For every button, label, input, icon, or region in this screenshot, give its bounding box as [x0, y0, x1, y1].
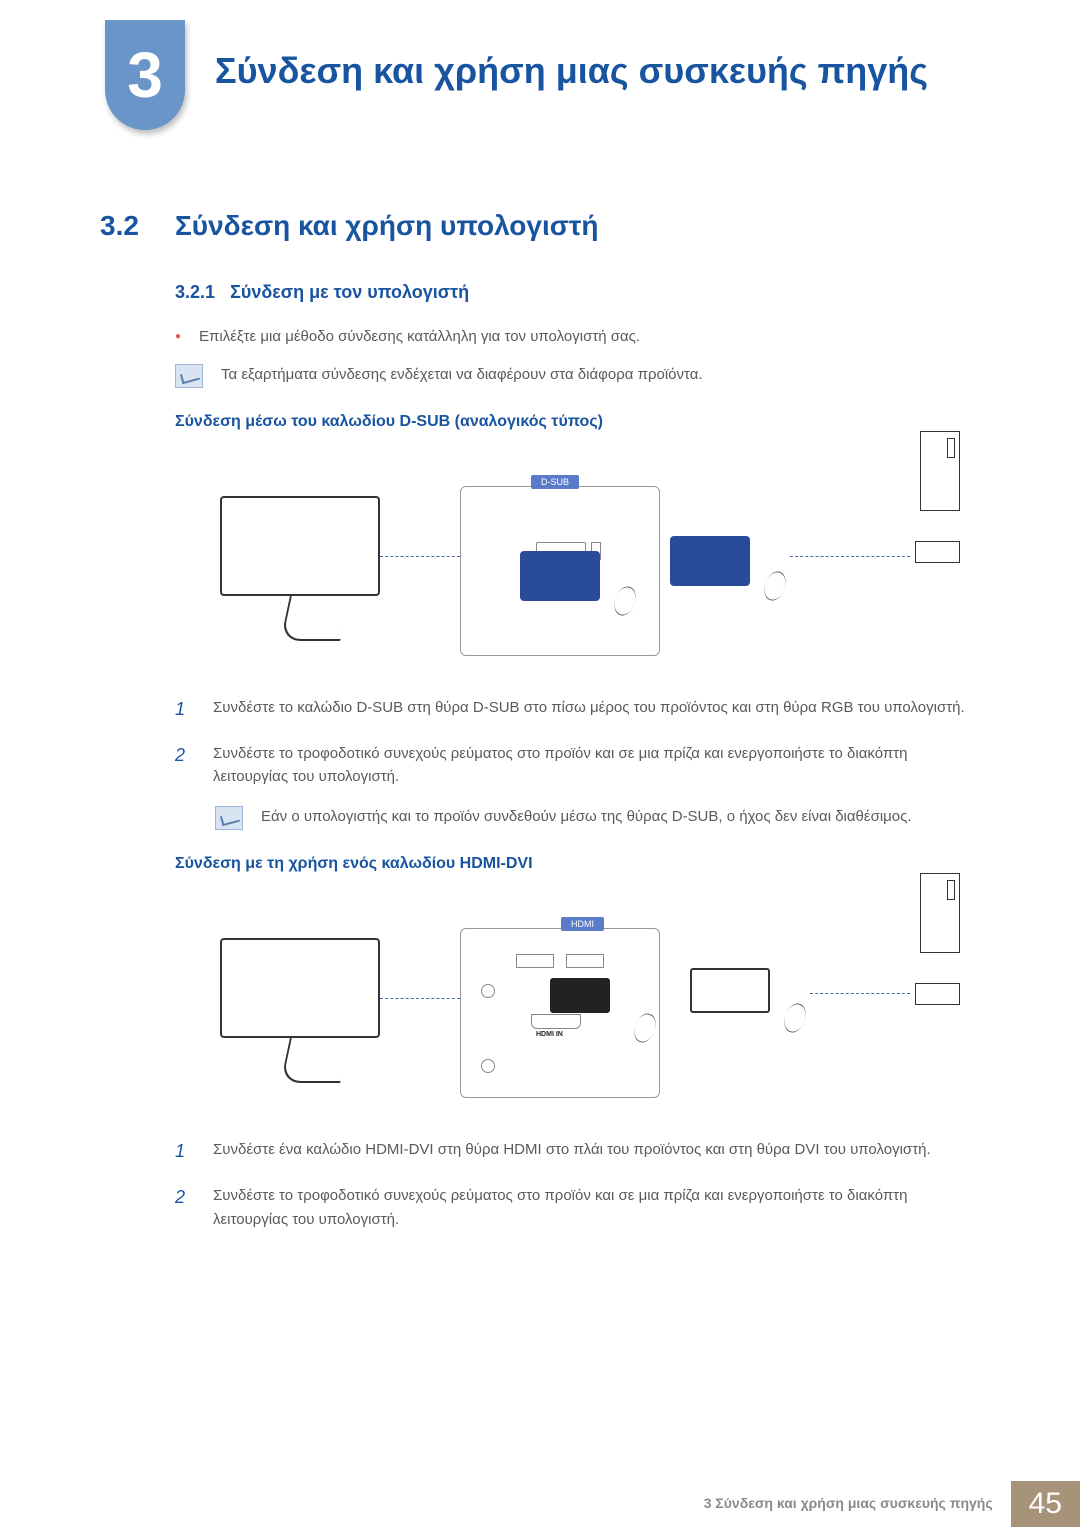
footer-chapter-text: 3 Σύνδεση και χρήση μιας συσκευής πηγής [704, 1481, 1011, 1527]
dashed-line [810, 993, 910, 994]
step-text: Συνδέστε ένα καλώδιο HDMI-DVI στη θύρα H… [213, 1138, 931, 1166]
hdmi-in-label: HDMI IN [536, 1031, 563, 1038]
chapter-title: Σύνδεση και χρήση μιας συσκευής πηγής [215, 20, 928, 92]
pc-port-illustration [915, 983, 960, 1005]
dashed-line [790, 556, 910, 557]
port-label: D-SUB [531, 475, 579, 489]
hdmi-connector [550, 978, 610, 1013]
step-item: 2 Συνδέστε το τροφοδοτικό συνεχούς ρεύμα… [175, 742, 980, 789]
hdmi-heading: Σύνδεση με τη χρήση ενός καλωδίου HDMI-D… [175, 855, 980, 873]
monitor-illustration [220, 938, 390, 1088]
chapter-number-badge: 3 [105, 20, 185, 130]
note-row: Τα εξαρτήματα σύνδεσης ενδέχεται να διαφ… [175, 364, 980, 388]
step-item: 1 Συνδέστε το καλώδιο D-SUB στη θύρα D-S… [175, 696, 980, 724]
dsub-diagram: D-SUB [220, 451, 960, 671]
step-item: 2 Συνδέστε το τροφοδοτικό συνεχούς ρεύμα… [175, 1184, 980, 1231]
pc-port-illustration [915, 541, 960, 563]
note-icon [215, 806, 243, 830]
step-number: 1 [175, 1138, 193, 1166]
step-number: 1 [175, 696, 193, 724]
note-text: Τα εξαρτήματα σύνδεσης ενδέχεται να διαφ… [221, 364, 703, 385]
content-area: 3.2 Σύνδεση και χρήση υπολογιστή 3.2.1 Σ… [0, 130, 1080, 1231]
subsection-heading: 3.2.1 Σύνδεση με τον υπολογιστή [175, 282, 980, 303]
port-box: HDMI HDMI IN [460, 928, 660, 1098]
pc-tower-illustration [920, 873, 960, 953]
monitor-illustration [220, 496, 390, 646]
page-footer: 3 Σύνδεση και χρήση μιας συσκευής πηγής … [704, 1481, 1080, 1527]
cable-wave [780, 1001, 809, 1036]
step-text: Συνδέστε το τροφοδοτικό συνεχούς ρεύματο… [213, 742, 980, 789]
dsub-connector-left [520, 551, 600, 601]
pc-tower-illustration [920, 431, 960, 511]
bullet-icon: ● [175, 328, 181, 346]
footer-page-number: 45 [1011, 1481, 1080, 1527]
bullet-item: ● Επιλέξτε μια μέθοδο σύνδεσης κατάλληλη… [175, 328, 980, 346]
dashed-line [380, 998, 460, 999]
step-text: Συνδέστε το τροφοδοτικό συνεχούς ρεύματο… [213, 1184, 980, 1231]
page: 3 Σύνδεση και χρήση μιας συσκευής πηγής … [0, 0, 1080, 1527]
note-icon [175, 364, 203, 388]
cable-wave [760, 568, 789, 603]
dvi-connector [690, 968, 770, 1013]
step-number: 2 [175, 1184, 193, 1231]
section-number: 3.2 [100, 210, 155, 242]
note-text: Εάν ο υπολογιστής και το προϊόν συνδεθού… [261, 806, 912, 827]
section-heading: 3.2 Σύνδεση και χρήση υπολογιστή [100, 210, 980, 242]
dsub-connector-right [670, 536, 750, 586]
dsub-heading: Σύνδεση μέσω του καλωδίου D-SUB (αναλογι… [175, 413, 980, 431]
step-number: 2 [175, 742, 193, 789]
dashed-line [380, 556, 460, 557]
bullet-text: Επιλέξτε μια μέθοδο σύνδεσης κατάλληλη γ… [199, 328, 640, 346]
section-title: Σύνδεση και χρήση υπολογιστή [175, 210, 599, 242]
port-label: HDMI [561, 917, 604, 931]
subsection-number: 3.2.1 [175, 282, 215, 302]
chapter-header: 3 Σύνδεση και χρήση μιας συσκευής πηγής [0, 0, 1080, 130]
step-text: Συνδέστε το καλώδιο D-SUB στη θύρα D-SUB… [213, 696, 965, 724]
hdmi-diagram: HDMI HDMI IN [220, 893, 960, 1113]
subsection-title: Σύνδεση με τον υπολογιστή [230, 282, 469, 302]
note-row: Εάν ο υπολογιστής και το προϊόν συνδεθού… [215, 806, 980, 830]
step-item: 1 Συνδέστε ένα καλώδιο HDMI-DVI στη θύρα… [175, 1138, 980, 1166]
